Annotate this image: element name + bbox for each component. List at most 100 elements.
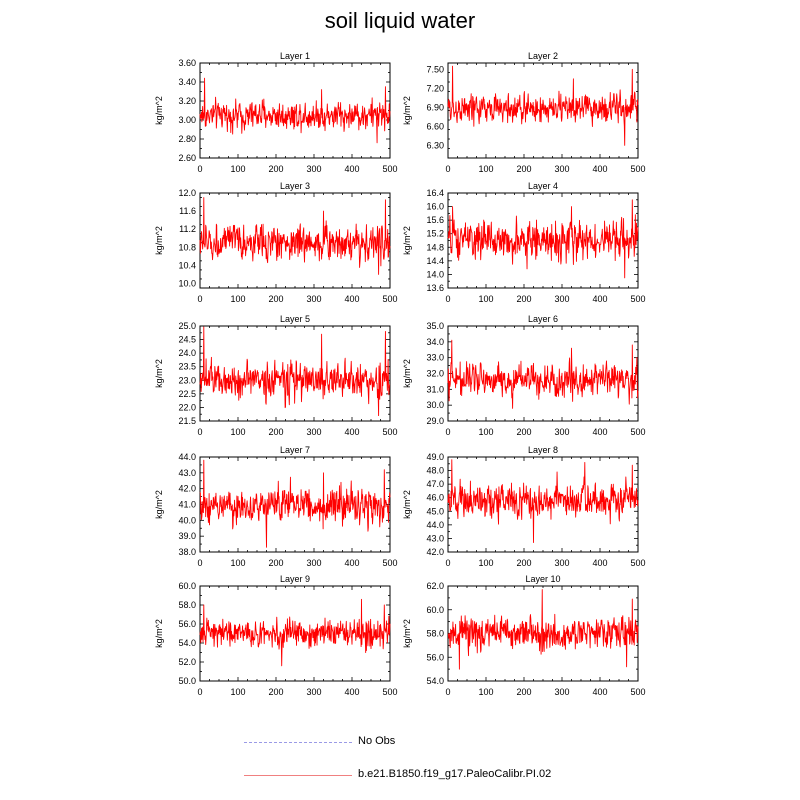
layer-7-ytick-label: 39.0 [178,531,196,541]
layer-2-ytick-label: 6.90 [426,102,444,112]
layer-8-ylabel: kg/m^2 [402,490,412,519]
layer-5-ytick-label: 22.0 [178,402,196,412]
layer-9-xtick-label: 200 [268,687,283,697]
layer-7-ytick-label: 42.0 [178,484,196,494]
layer-10-series-line [447,589,639,670]
layer-6-series-line [447,339,639,409]
layer-9-ytick-label: 52.0 [178,657,196,667]
layer-1-xtick-label: 300 [306,164,321,174]
layer-3-ytick-label: 10.8 [178,242,196,252]
layer-2-ylabel: kg/m^2 [402,96,412,125]
layer-9-xtick-label: 300 [306,687,321,697]
layer-2-plot-frame [447,62,639,159]
layer-5-ytick-label: 23.0 [178,375,196,385]
layer-7-title: Layer 7 [280,445,310,455]
layer-4-ytick-label: 14.8 [426,242,444,252]
layer-5-ytick-label: 21.5 [178,416,196,426]
layer-7-xtick-label: 300 [306,558,321,568]
layer-8-xtick-label: 100 [478,558,493,568]
layer-4-ytick-label: 13.6 [426,283,444,293]
layer-8-ytick-label: 43.0 [426,533,444,543]
layer-9-series-line [199,598,391,667]
layer-6-xtick-label: 400 [592,427,607,437]
layer-2-title: Layer 2 [528,51,558,61]
layer-3-ytick-label: 12.0 [178,188,196,198]
layer-5-ytick-label: 22.5 [178,389,196,399]
layer-6-ytick-label: 35.0 [426,321,444,331]
layer-1-ytick-label: 3.40 [178,77,196,87]
layer-1-xtick-label: 100 [230,164,245,174]
layer-1-title: Layer 1 [280,51,310,61]
layer-10-xtick-label: 100 [478,687,493,697]
layer-9-ytick-label: 50.0 [178,676,196,686]
layer-7-ytick-label: 38.0 [178,547,196,557]
chart-main-title: soil liquid water [324,8,476,33]
layer-10-ytick-label: 56.0 [426,652,444,662]
layer-7-series-line [199,459,391,548]
layer-10-xtick-label: 200 [516,687,531,697]
layer-4-ytick-label: 16.0 [426,202,444,212]
layer-2-ytick-label: 6.30 [426,140,444,150]
layer-7-ylabel: kg/m^2 [154,490,164,519]
layer-3-xtick-label: 0 [197,294,202,304]
layer-10-xtick-label: 400 [592,687,607,697]
layer-8-title: Layer 8 [528,445,558,455]
layer-9-xtick-label: 0 [197,687,202,697]
layer-2-xtick-label: 400 [592,164,607,174]
layer-4-ytick-label: 15.6 [426,215,444,225]
layer-5-xtick-label: 400 [344,427,359,437]
layer-4-ytick-label: 15.2 [426,229,444,239]
layer-3-xtick-label: 400 [344,294,359,304]
layer-3-xtick-label: 200 [268,294,283,304]
layer-6-xtick-label: 200 [516,427,531,437]
layer-10-xtick-label: 0 [445,687,450,697]
layer-2-xtick-label: 500 [630,164,645,174]
layer-8-ytick-label: 42.0 [426,547,444,557]
layer-7-xtick-label: 400 [344,558,359,568]
layer-6-title: Layer 6 [528,314,558,324]
layer-1-ylabel: kg/m^2 [154,96,164,125]
layer-8-ytick-label: 46.0 [426,493,444,503]
layer-8-xtick-label: 500 [630,558,645,568]
layer-7-xtick-label: 200 [268,558,283,568]
layer-8-ytick-label: 47.0 [426,479,444,489]
layer-1-xtick-label: 500 [382,164,397,174]
layer-2-xtick-label: 100 [478,164,493,174]
layer-5-xtick-label: 300 [306,427,321,437]
layer-4-xtick-label: 0 [445,294,450,304]
layer-9-xtick-label: 400 [344,687,359,697]
layer-4-xtick-label: 100 [478,294,493,304]
legend-run-label: b.e21.B1850.f19_g17.PaleoCalibr.PI.02 [358,768,552,780]
layer-6-ylabel: kg/m^2 [402,359,412,388]
layer-1-series-line [199,77,391,144]
layer-6-ytick-label: 33.0 [426,353,444,363]
layer-3-ytick-label: 10.4 [178,260,196,270]
layer-5-plot-frame [199,325,391,422]
layer-10-ytick-label: 62.0 [426,581,444,591]
layer-4-ytick-label: 16.4 [426,188,444,198]
layer-4-series-line [447,199,639,279]
layer-2-series-line [447,65,639,146]
layer-3-xtick-label: 100 [230,294,245,304]
layer-9-title: Layer 9 [280,574,310,584]
layer-5-xtick-label: 200 [268,427,283,437]
layer-3-ylabel: kg/m^2 [154,226,164,255]
layer-1-ytick-label: 2.80 [178,134,196,144]
layer-8-series-line [447,459,639,543]
layer-5-ytick-label: 24.0 [178,348,196,358]
layer-7-ytick-label: 43.0 [178,468,196,478]
layer-2-xtick-label: 0 [445,164,450,174]
layer-9-ytick-label: 56.0 [178,619,196,629]
layer-6-xtick-label: 500 [630,427,645,437]
layer-6-xtick-label: 300 [554,427,569,437]
layer-4-ytick-label: 14.0 [426,269,444,279]
layer-1-ytick-label: 3.00 [178,115,196,125]
layer-5-ylabel: kg/m^2 [154,359,164,388]
layer-1-ytick-label: 3.20 [178,96,196,106]
layer-7-ytick-label: 40.0 [178,515,196,525]
layer-4-xtick-label: 500 [630,294,645,304]
layer-7-ytick-label: 44.0 [178,452,196,462]
layer-10-ytick-label: 60.0 [426,605,444,615]
legend-no-obs-swatch [244,742,352,743]
